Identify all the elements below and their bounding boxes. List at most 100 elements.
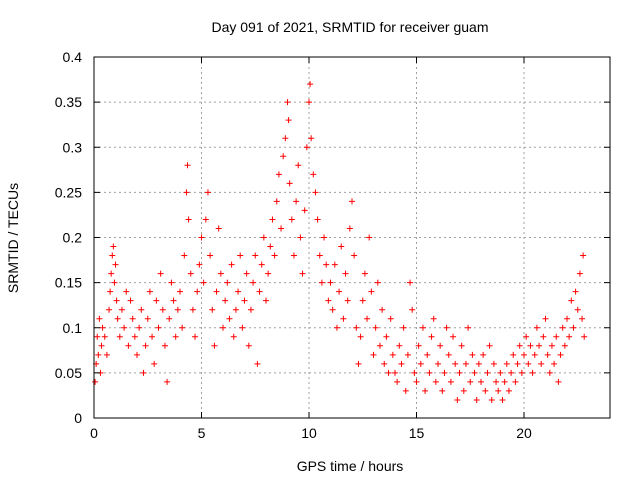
data-point (486, 342, 493, 349)
data-point (361, 270, 368, 277)
data-point (113, 297, 120, 304)
data-point (282, 135, 289, 142)
data-point (525, 360, 532, 367)
data-point (278, 225, 285, 232)
data-point (419, 324, 426, 331)
data-point (349, 198, 355, 205)
y-tick-label: 0.4 (63, 49, 83, 65)
data-point (478, 378, 484, 385)
data-point (314, 216, 321, 223)
data-point (226, 315, 233, 322)
data-point (269, 216, 276, 223)
data-point (157, 270, 164, 277)
data-point (316, 252, 323, 259)
data-point (415, 342, 422, 349)
data-point (239, 324, 246, 331)
data-point (422, 387, 429, 394)
data-point (228, 261, 235, 268)
data-point (383, 333, 390, 340)
y-tick-label: 0.1 (63, 320, 83, 336)
data-point (241, 297, 248, 304)
data-point (450, 333, 457, 340)
data-point (445, 351, 452, 358)
data-point (359, 297, 366, 304)
data-point (527, 342, 534, 349)
data-point (426, 369, 433, 376)
data-point (439, 387, 446, 394)
data-point (508, 369, 515, 376)
data-point (198, 234, 205, 241)
data-point (230, 333, 237, 340)
data-point (107, 288, 114, 295)
data-point (290, 252, 297, 259)
data-point (518, 369, 525, 376)
data-point (256, 288, 263, 295)
data-point (284, 99, 291, 106)
data-point (411, 369, 418, 376)
data-point (98, 342, 105, 349)
data-point (493, 378, 500, 385)
data-point (306, 99, 312, 106)
data-point (204, 189, 211, 196)
data-point (288, 216, 295, 223)
data-point (437, 342, 444, 349)
data-point (404, 351, 411, 358)
data-point (544, 351, 551, 358)
data-point (538, 360, 545, 367)
data-point (559, 324, 566, 331)
data-point (568, 297, 575, 304)
data-point (275, 171, 282, 178)
data-point (456, 369, 463, 376)
data-point (540, 333, 547, 340)
data-point (106, 306, 113, 313)
data-point (409, 306, 416, 313)
data-point (243, 270, 250, 277)
data-point (473, 396, 480, 403)
grid-lines (94, 57, 610, 418)
data-point (342, 270, 349, 277)
axis-ticks: 0 5 10 15 20 0 0.05 0.1 0.15 0.2 0.25 0.3 0.35 0.4 (55, 49, 610, 441)
data-point (101, 333, 108, 340)
data-point (484, 369, 491, 376)
plot-frame (93, 56, 611, 419)
data-point (501, 378, 508, 385)
y-axis-label: SRMTID / TECUs (5, 183, 21, 293)
data-point (189, 306, 196, 313)
data-point (376, 342, 383, 349)
data-point (207, 252, 214, 259)
data-point (566, 333, 573, 340)
data-point (344, 297, 351, 304)
data-point (447, 378, 454, 385)
data-point (258, 261, 265, 268)
data-point (381, 360, 388, 367)
data-point (211, 342, 218, 349)
data-point (286, 180, 293, 187)
data-point (333, 324, 340, 331)
data-point (310, 171, 317, 178)
x-tick-label: 20 (516, 425, 532, 441)
data-point (110, 243, 117, 250)
data-point (250, 279, 257, 286)
data-point (398, 360, 405, 367)
data-point (561, 342, 568, 349)
data-point (579, 315, 586, 322)
data-point (364, 315, 371, 322)
data-point (329, 306, 336, 313)
data-point (151, 360, 158, 367)
data-point (308, 135, 315, 142)
data-point (581, 333, 588, 340)
data-point (138, 306, 145, 313)
data-point (267, 243, 274, 250)
data-point (482, 387, 489, 394)
data-point (325, 297, 332, 304)
data-point (338, 243, 345, 250)
data-point (247, 306, 254, 313)
data-point (200, 279, 207, 286)
data-point (146, 288, 153, 295)
data-point (252, 252, 259, 259)
data-point (529, 369, 536, 376)
data-point (346, 225, 353, 232)
data-point (213, 288, 220, 295)
data-point (224, 279, 231, 286)
data-point (331, 261, 338, 268)
